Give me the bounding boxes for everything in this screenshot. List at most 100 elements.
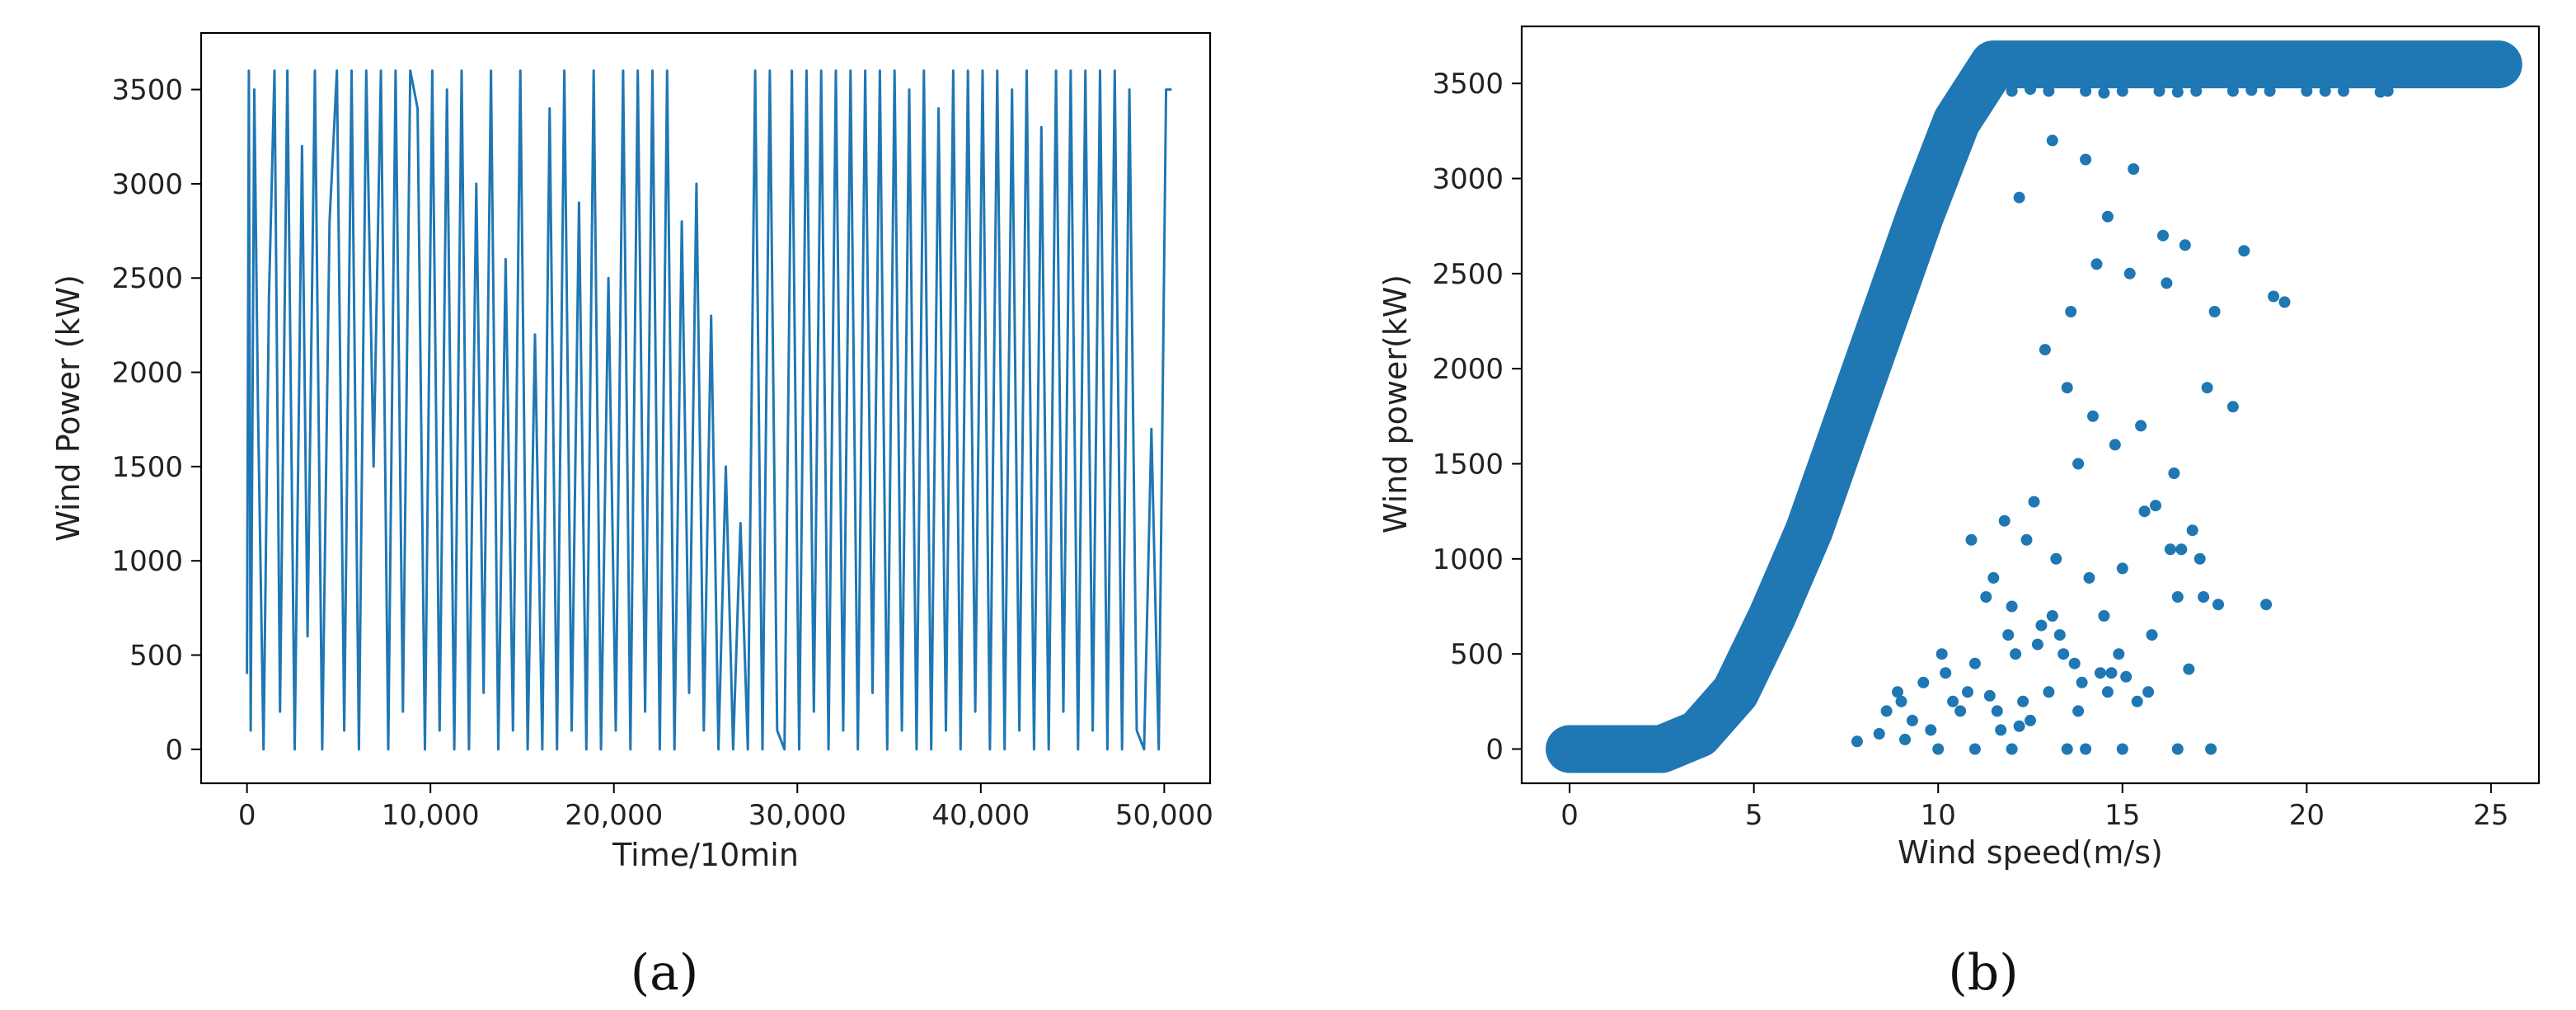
scatter-point [2083, 571, 2095, 584]
scatter-point [2025, 714, 2036, 726]
y-tick-label: 500 [1450, 638, 1504, 671]
y-tick-label: 0 [165, 734, 183, 767]
panel-b-y-ticks: 0 500 1000 1500 2000 2500 3000 3500 [1432, 68, 1522, 766]
scatter-point [1892, 686, 1903, 698]
scatter-point [2020, 533, 2033, 546]
scatter-point [2116, 743, 2128, 755]
scatter-point [2017, 695, 2029, 707]
scatter-point [2006, 85, 2018, 97]
scatter-point [2101, 210, 2114, 223]
x-tick-label: 50,000 [1115, 799, 1213, 832]
scatter-point [1991, 705, 2003, 717]
scatter-point [1954, 705, 1967, 717]
scatter-point [2002, 629, 2015, 641]
scatter-point [2264, 85, 2276, 97]
scatter-point [2186, 524, 2198, 537]
scatter-point [1873, 728, 1885, 740]
scatter-point [2338, 85, 2349, 97]
scatter-point [1906, 714, 1918, 726]
x-tick-label: 10,000 [382, 799, 480, 832]
scatter-point [2194, 552, 2206, 565]
x-tick-label: 5 [1745, 799, 1763, 832]
x-tick-label: 30,000 [748, 799, 847, 832]
panel-a-plot-area [246, 69, 1172, 751]
scatter-point [2043, 686, 2055, 698]
scatter-point [2061, 743, 2073, 755]
scatter-point [2161, 277, 2173, 289]
scatter-point [1899, 733, 1911, 745]
scatter-point [1962, 686, 1973, 698]
scatter-point [2090, 258, 2103, 270]
scatter-point [2065, 306, 2077, 317]
scatter-point [2198, 591, 2210, 603]
scatter-point [2131, 695, 2143, 707]
scatter-point [2150, 500, 2161, 512]
y-tick-label: 1000 [1432, 543, 1504, 576]
x-tick-label: 20,000 [565, 799, 663, 832]
scatter-point [1947, 695, 1959, 707]
scatter-point [1880, 705, 1893, 717]
x-tick-label: 0 [238, 799, 256, 832]
scatter-point [2098, 610, 2110, 622]
scatter-point [2010, 648, 2022, 660]
scatter-point [2080, 153, 2092, 166]
scatter-point [2208, 306, 2221, 317]
x-tick-label: 15 [2104, 799, 2140, 832]
panel-b-axes-frame [1520, 25, 2541, 785]
y-tick-label: 3000 [111, 168, 183, 201]
scatter-point [1936, 648, 1948, 660]
power-series-line [246, 69, 1172, 751]
panel-b-caption: (b) [1948, 944, 2018, 1002]
scatter-point [2109, 439, 2121, 451]
scatter-point [2190, 85, 2203, 97]
scatter-point [2101, 686, 2114, 698]
scatter-point [2171, 591, 2184, 603]
scatter-point [2168, 467, 2180, 479]
scatter-point [2171, 86, 2184, 98]
scatter-point [2080, 743, 2092, 755]
panel-a-caption: (a) [631, 944, 699, 1002]
panel-b-plot-area [1546, 40, 2522, 773]
scatter-point [2135, 420, 2147, 432]
scatter-point [1998, 514, 2011, 527]
scatter-point [2226, 401, 2239, 413]
scatter-point [1940, 667, 1952, 679]
power-curve-band [1546, 40, 2522, 773]
scatter-point [2138, 505, 2151, 518]
scatter-point [1917, 676, 1930, 688]
scatter-point [2175, 543, 2188, 556]
scatter-point [2053, 629, 2066, 641]
y-tick-label: 3500 [111, 74, 183, 107]
panel-a-x-axis-label: Time/10min [612, 837, 799, 873]
scatter-point [2374, 86, 2386, 98]
scatter-point [2201, 382, 2213, 394]
panel-a-y-ticks: 0 500 1000 1500 2000 2500 3000 3500 [111, 74, 201, 767]
scatter-point [2260, 599, 2273, 611]
scatter-point [2046, 134, 2058, 147]
scatter-point [1851, 735, 1863, 748]
y-tick-label: 2000 [111, 357, 183, 390]
scatter-point [2238, 245, 2250, 257]
scatter-point [2025, 83, 2036, 96]
y-tick-label: 3000 [1432, 163, 1504, 196]
scatter-point [2061, 382, 2073, 394]
scatter-point [2245, 84, 2258, 96]
scatter-point [2043, 85, 2055, 97]
scatter-point [2080, 85, 2092, 97]
scatter-point [1987, 571, 2000, 584]
scatter-point [2153, 85, 2165, 97]
scatter-point [2076, 676, 2088, 688]
scatter-point [2128, 163, 2140, 175]
scatter-point [2031, 638, 2043, 651]
y-tick-label: 2000 [1432, 353, 1504, 386]
y-tick-label: 1500 [111, 451, 183, 484]
scatter-point [2046, 610, 2058, 622]
x-tick-label: 40,000 [931, 799, 1030, 832]
y-tick-label: 2500 [111, 262, 183, 295]
scatter-point [2123, 267, 2136, 280]
scatter-point [2212, 599, 2224, 611]
scatter-point [2072, 705, 2085, 717]
x-tick-label: 20 [2289, 799, 2325, 832]
scatter-point [1932, 743, 1945, 755]
